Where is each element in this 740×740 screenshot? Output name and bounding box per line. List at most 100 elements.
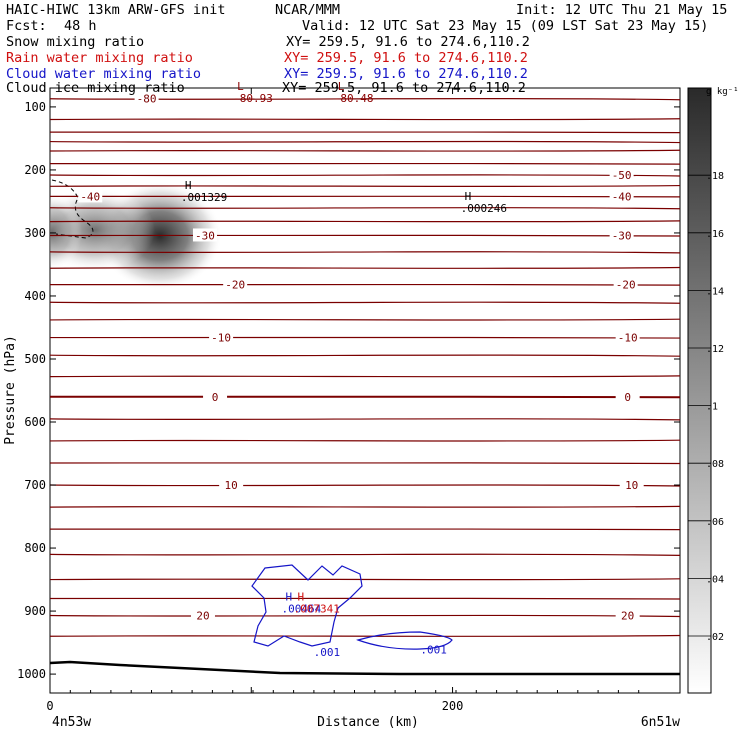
isotherm-label-bg: [223, 277, 248, 291]
colorbar-tick-label: .18: [706, 171, 724, 182]
colorbar-tick-label: .1: [706, 402, 718, 413]
header-init: Init: 12 UTC Thu 21 May 15: [516, 2, 728, 18]
extremum-marker: H: [298, 591, 305, 604]
isotherm-label-bg: [613, 277, 638, 291]
isotherm-label-bg: [609, 167, 634, 181]
isotherm-label: -20: [616, 279, 636, 292]
isotherm-label-bg: [203, 389, 228, 403]
isotherm-line: [50, 395, 680, 399]
isotherm-line: [50, 484, 680, 487]
isotherm-label-bg: [134, 91, 159, 105]
header-fcst-label: Fcst:: [6, 18, 47, 34]
isotherm-label: 10: [625, 479, 638, 492]
isotherm-line: [50, 184, 680, 188]
y-tick-label: 600: [24, 415, 46, 429]
header-org: NCAR/MMM: [275, 2, 341, 18]
y-tick-label: 700: [24, 478, 46, 492]
xlabel: Distance (km): [317, 715, 419, 730]
isotherm-line: [50, 195, 680, 198]
colorbar-tick-label: .04: [706, 574, 724, 585]
extremum-marker: H: [185, 179, 192, 192]
extremum-marker: H: [465, 190, 472, 203]
isotherm-line: [50, 439, 680, 442]
isotherm-label-bg: [615, 330, 640, 344]
x-tick-label: 200: [442, 699, 464, 713]
isotherm-line: [50, 283, 680, 286]
isotherm-label: -40: [612, 190, 632, 203]
extremum-value: .00464: [281, 603, 321, 616]
extremum-value: .000246: [461, 202, 507, 215]
cloud-water-label: .001: [420, 643, 447, 656]
isotherm-line: [50, 354, 680, 357]
isotherm-line: [50, 634, 680, 638]
terrain-surface: [49, 660, 680, 676]
isotherm-line: [50, 206, 680, 210]
temperature-isotherms: [50, 97, 680, 638]
isotherm-label: -30: [195, 229, 215, 242]
cloud-ice-contour: [51, 179, 94, 239]
extremum-marker: H: [285, 591, 292, 604]
y-tick-label: 500: [24, 352, 46, 366]
y-tick-label: 1000: [17, 667, 46, 681]
colorbar: .02 .04 .06 .08 .1 .12 .14 .16 .18: [687, 87, 724, 694]
colorbar-tick-label: .14: [706, 286, 724, 297]
isotherm-label: -10: [618, 332, 638, 345]
isotherm-label: 20: [621, 609, 634, 622]
isotherm-label-bg: [609, 228, 634, 242]
isotherm-label: 0: [624, 391, 631, 404]
colorbar-unit: g kg⁻¹: [706, 87, 739, 97]
field-name-snow: Snow mixing ratio: [6, 34, 145, 50]
isotherm-line: [50, 462, 680, 465]
isotherm-line: [50, 149, 680, 152]
isotherm-line: [50, 578, 680, 581]
isotherm-line: [50, 336, 680, 339]
x-tick-label: 0: [46, 699, 53, 713]
isotherm-line: [50, 528, 680, 531]
isotherm-line: [50, 131, 680, 134]
extremum-marker: L: [237, 80, 244, 93]
colorbar-tick-label: .16: [706, 229, 724, 240]
extremum-value: -80.93: [233, 92, 273, 105]
extremum-value: .001329: [181, 191, 227, 204]
isotherm-line: [50, 220, 680, 223]
isotherm-label: 10: [225, 479, 238, 492]
field-name-rain: Rain water mixing ratio: [6, 50, 193, 66]
isotherm-label: -20: [225, 279, 245, 292]
isotherm-label-bg: [609, 189, 634, 203]
field-xy-cloud-water: XY= 259.5, 91.6 to 274.6,110.2: [284, 66, 528, 82]
isotherm-line: [50, 375, 680, 378]
isotherm-label: -40: [80, 190, 100, 203]
isotherm-line: [50, 614, 680, 618]
isotherm-line: [50, 140, 680, 144]
y-tick-label: 800: [24, 541, 46, 555]
isotherm-label-bg: [209, 330, 234, 344]
ylabel: Pressure (hPa): [3, 335, 18, 445]
isotherm-label-bg: [78, 189, 103, 203]
isotherm-line: [50, 266, 680, 269]
extremum-value: -80.48: [334, 92, 374, 105]
y-tick-label: 900: [24, 604, 46, 618]
isotherm-line: [50, 118, 680, 121]
colorbar-tick-label: .12: [706, 344, 724, 355]
isotherm-label-bg: [619, 478, 644, 492]
field-xy-snow: XY= 259.5, 91.6 to 274.6,110.2: [286, 34, 530, 50]
isotherm-label-bg: [190, 608, 215, 622]
isotherm-line: [50, 251, 680, 254]
isotherm-line: [50, 174, 680, 177]
isotherm-label: 20: [196, 609, 209, 622]
colorbar-tick-label: .02: [706, 632, 724, 643]
y-tick-label: 200: [24, 163, 46, 177]
isotherm-label: -10: [211, 332, 231, 345]
cloud-water-label: .001: [314, 646, 341, 659]
x-end-label: 6n51w: [641, 715, 680, 730]
isotherm-line: [50, 418, 680, 421]
isotherm-label: 0: [212, 391, 219, 404]
field-xy-rain: XY= 259.5, 91.6 to 274.6,110.2: [284, 50, 528, 66]
isotherm-line: [50, 301, 680, 304]
y-tick-label: 100: [24, 100, 46, 114]
plot-frame: [49, 87, 681, 694]
isotherm-line: [50, 162, 680, 165]
cloud-water-contour: [251, 564, 363, 647]
header-model: HAIC-HIWC 13km ARW-GFS init: [6, 2, 226, 18]
